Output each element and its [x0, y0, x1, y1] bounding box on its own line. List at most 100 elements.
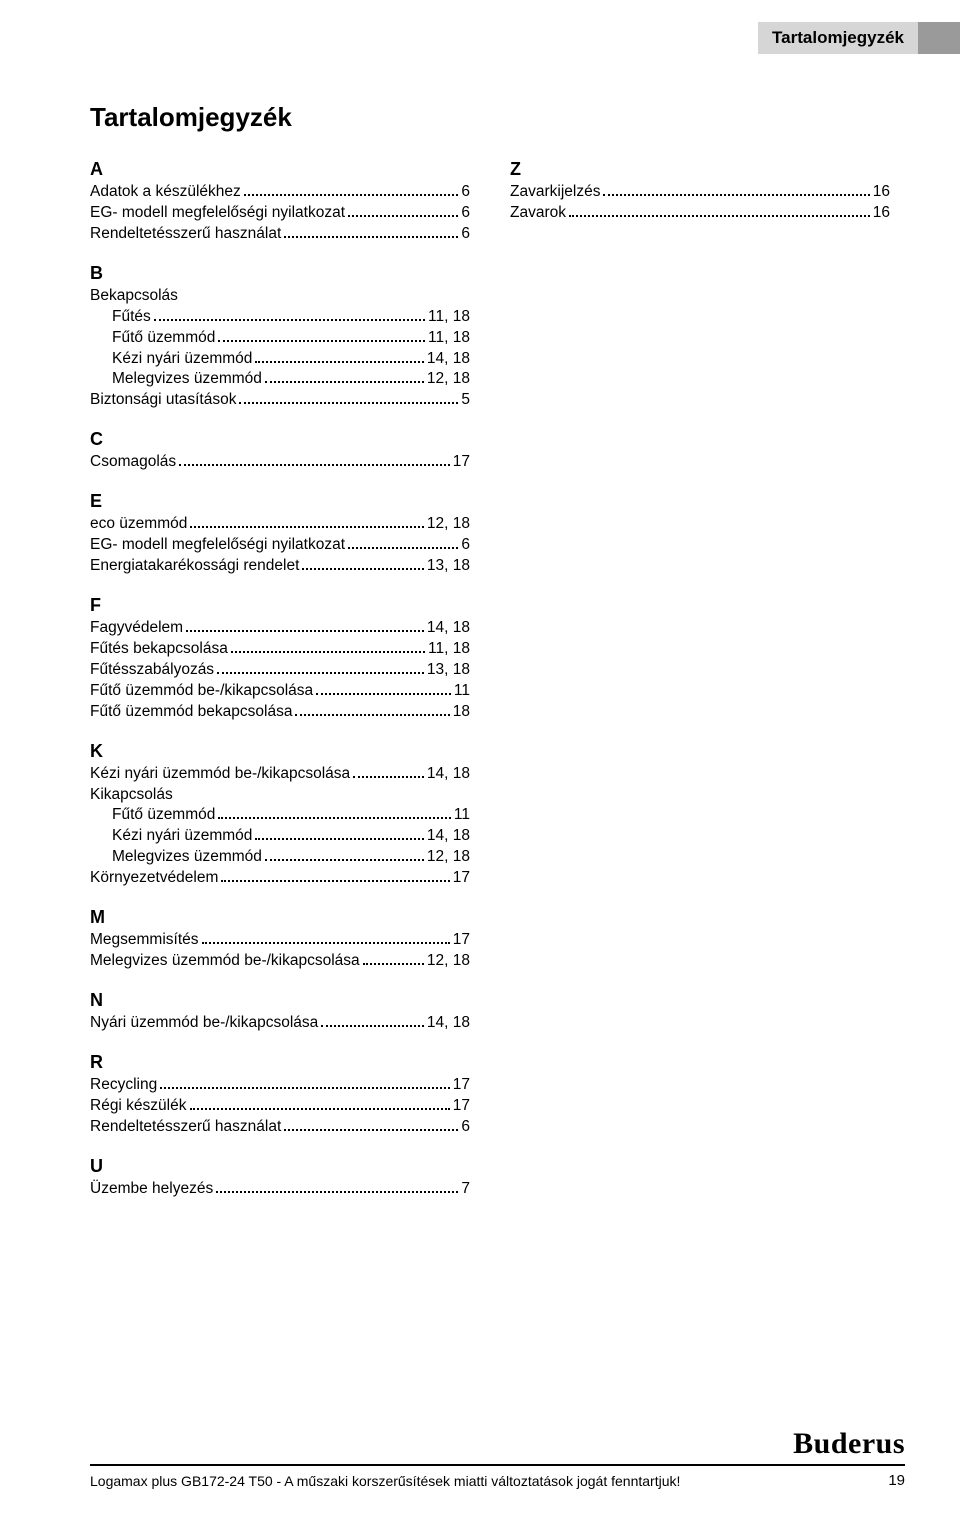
index-entry-page: 12, 18 [427, 951, 470, 972]
index-entry: EG- modell megfelelőségi nyilatkozat 6 [90, 203, 470, 224]
index-section-letter: M [90, 907, 470, 928]
index-entry-page: 14, 18 [427, 1013, 470, 1034]
index-entry-label: Zavarok [510, 203, 566, 224]
index-entry-heading: Bekapcsolás [90, 286, 470, 307]
index-entry: Recycling 17 [90, 1075, 470, 1096]
index-section-letter: F [90, 595, 470, 616]
footer-rule [90, 1464, 905, 1466]
index-entry-leader [321, 1018, 424, 1027]
index-entry-label: Adatok a készülékhez [90, 182, 241, 203]
index-entry-leader [154, 311, 425, 320]
index-entry-page: 16 [873, 182, 890, 203]
index-entry-leader [190, 519, 424, 528]
index-entry-leader [218, 332, 425, 341]
index-entry: Csomagolás 17 [90, 452, 470, 473]
index-entry-page: 11, 18 [428, 639, 470, 660]
index-entry-label: eco üzemmód [90, 514, 187, 535]
index-entry-label: Biztonsági utasítások [90, 390, 236, 411]
footer-text: Logamax plus GB172-24 T50 - A műszaki ko… [90, 1473, 680, 1489]
index-entry-label: Üzembe helyezés [90, 1179, 213, 1200]
header-tab-title: Tartalomjegyzék [758, 22, 918, 54]
index-entry: Biztonsági utasítások 5 [90, 390, 470, 411]
index-entry-page: 17 [453, 1096, 470, 1117]
index-entry-label: Zavarkijelzés [510, 182, 600, 203]
index-section: UÜzembe helyezés 7 [90, 1156, 470, 1200]
index-entry-label: Melegvizes üzemmód [112, 847, 262, 868]
index-entry-leader [295, 706, 449, 715]
index-entry-leader [218, 810, 451, 819]
index-section-letter: U [90, 1156, 470, 1177]
index-entry-leader [316, 685, 451, 694]
index-entry: Régi készülék 17 [90, 1096, 470, 1117]
index-entry-label: EG- modell megfelelőségi nyilatkozat [90, 203, 345, 224]
index-section: BBekapcsolásFűtés 11, 18Fűtő üzemmód 11,… [90, 263, 470, 412]
index-entry-page: 14, 18 [427, 618, 470, 639]
index-entry: Megsemmisítés 17 [90, 930, 470, 951]
index-entry: Környezetvédelem 17 [90, 868, 470, 889]
index-section: NNyári üzemmód be-/kikapcsolása 14, 18 [90, 990, 470, 1034]
index-section: KKézi nyári üzemmód be-/kikapcsolása 14,… [90, 741, 470, 890]
index-entry-label: Fűtő üzemmód be-/kikapcsolása [90, 681, 313, 702]
index-entry-label: Fűtő üzemmód [112, 328, 215, 349]
index-entry-label: Fűtés bekapcsolása [90, 639, 228, 660]
index-entry-page: 13, 18 [427, 660, 470, 681]
index-entry-page: 11 [454, 681, 470, 702]
index-entry-page: 13, 18 [427, 556, 470, 577]
index-entry-page: 18 [453, 702, 470, 723]
index-entry-label: Kézi nyári üzemmód be-/kikapcsolása [90, 764, 350, 785]
index-entry-page: 12, 18 [427, 847, 470, 868]
index-entry-leader [284, 1121, 458, 1130]
index-entry: EG- modell megfelelőségi nyilatkozat 6 [90, 535, 470, 556]
index-entry: Fűtés bekapcsolása 11, 18 [90, 639, 470, 660]
index-entry-page: 6 [461, 224, 470, 245]
index-section-letter: E [90, 491, 470, 512]
index-entry-leader [363, 956, 424, 965]
index-entry-heading: Kikapcsolás [90, 785, 470, 806]
header-band: Tartalomjegyzék [758, 22, 960, 54]
index-entry: Rendeltetésszerű használat 6 [90, 1117, 470, 1138]
index-entry: Melegvizes üzemmód 12, 18 [90, 369, 470, 390]
index-entry: Fűtő üzemmód bekapcsolása 18 [90, 702, 470, 723]
index-entry-leader [160, 1080, 450, 1089]
index-entry-label: Megsemmisítés [90, 930, 199, 951]
index-entry-leader [186, 623, 424, 632]
index-entry: Üzembe helyezés 7 [90, 1179, 470, 1200]
index-entry-label: Fűtésszabályozás [90, 660, 214, 681]
index-entry-label: Régi készülék [90, 1096, 187, 1117]
index-entry-page: 14, 18 [427, 349, 470, 370]
index-entry: Fűtő üzemmód 11, 18 [90, 328, 470, 349]
index-entry-label: Fűtő üzemmód [112, 805, 215, 826]
footer-row: Logamax plus GB172-24 T50 - A műszaki ko… [90, 1472, 905, 1489]
index-entry: Fűtésszabályozás 13, 18 [90, 660, 470, 681]
footer-page-number: 19 [888, 1472, 905, 1489]
index-entry: Fagyvédelem 14, 18 [90, 618, 470, 639]
header-decoration [918, 22, 960, 54]
index-entry: Melegvizes üzemmód be-/kikapcsolása 12, … [90, 951, 470, 972]
index-entry-label: EG- modell megfelelőségi nyilatkozat [90, 535, 345, 556]
index-entry: eco üzemmód 12, 18 [90, 514, 470, 535]
index-entry-leader [239, 395, 458, 404]
index-section: FFagyvédelem 14, 18Fűtés bekapcsolása 11… [90, 595, 470, 723]
index-entry-page: 11 [454, 805, 470, 826]
page-container: Tartalomjegyzék Tartalomjegyzék AAdatok … [0, 0, 960, 1513]
index-entry-page: 14, 18 [427, 826, 470, 847]
index-entry-leader [255, 831, 423, 840]
index-entry: Kézi nyári üzemmód 14, 18 [90, 349, 470, 370]
index-entry: Zavarkijelzés 16 [510, 182, 890, 203]
index-section-letter: B [90, 263, 470, 284]
index-entry-label: Kézi nyári üzemmód [112, 826, 252, 847]
index-entry-page: 17 [453, 868, 470, 889]
index-entry-leader [221, 873, 449, 882]
index-entry-leader [302, 561, 424, 570]
index-column-right: ZZavarkijelzés 16Zavarok 16 [510, 159, 890, 1218]
index-entry-leader [255, 353, 423, 362]
index-entry-label: Energiatakarékossági rendelet [90, 556, 299, 577]
index-entry-leader [353, 768, 424, 777]
index-entry-leader [265, 852, 424, 861]
index-entry-page: 7 [461, 1179, 470, 1200]
index-entry: Kézi nyári üzemmód 14, 18 [90, 826, 470, 847]
page-footer: Logamax plus GB172-24 T50 - A műszaki ko… [0, 1464, 960, 1489]
index-section-letter: K [90, 741, 470, 762]
index-entry-page: 6 [461, 203, 470, 224]
index-entry: Fűtő üzemmód 11 [90, 805, 470, 826]
